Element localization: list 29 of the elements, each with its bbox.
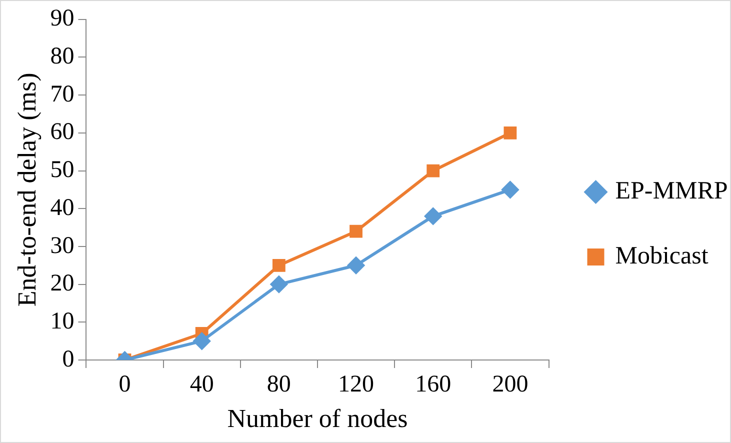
y-tick-label: 70 xyxy=(50,81,74,108)
point xyxy=(348,256,365,274)
x-tick-label: 120 xyxy=(338,372,374,398)
y-tick-label: 30 xyxy=(50,232,74,259)
y-tick-label: 10 xyxy=(50,308,74,334)
point xyxy=(193,332,210,350)
point xyxy=(350,224,362,238)
y-tick-label: 60 xyxy=(50,119,74,146)
x-tick-label: 0 xyxy=(118,372,131,398)
y-tick-label: 20 xyxy=(50,270,74,297)
legend-label: EP-MMRP xyxy=(615,178,728,205)
point xyxy=(270,276,288,293)
y-axis-title: End-to-end delay (ms) xyxy=(12,72,42,307)
y-tick-label: 80 xyxy=(50,44,74,70)
x-tick-label: 40 xyxy=(190,372,214,398)
x-tick-label: 200 xyxy=(492,372,528,398)
point xyxy=(502,181,519,198)
x-tick-label: 160 xyxy=(415,372,452,398)
y-tick-label: 0 xyxy=(62,346,74,372)
legend-label: Mobicast xyxy=(615,242,708,270)
point xyxy=(426,164,440,178)
point xyxy=(272,258,286,272)
y-tick-label: 40 xyxy=(50,194,74,221)
point xyxy=(424,208,442,225)
y-tick-label: 50 xyxy=(50,157,74,184)
x-tick-label: 80 xyxy=(266,372,291,398)
x-axis-title: Number of nodes xyxy=(227,404,408,434)
point xyxy=(504,126,517,140)
y-tick-label: 90 xyxy=(50,6,74,32)
